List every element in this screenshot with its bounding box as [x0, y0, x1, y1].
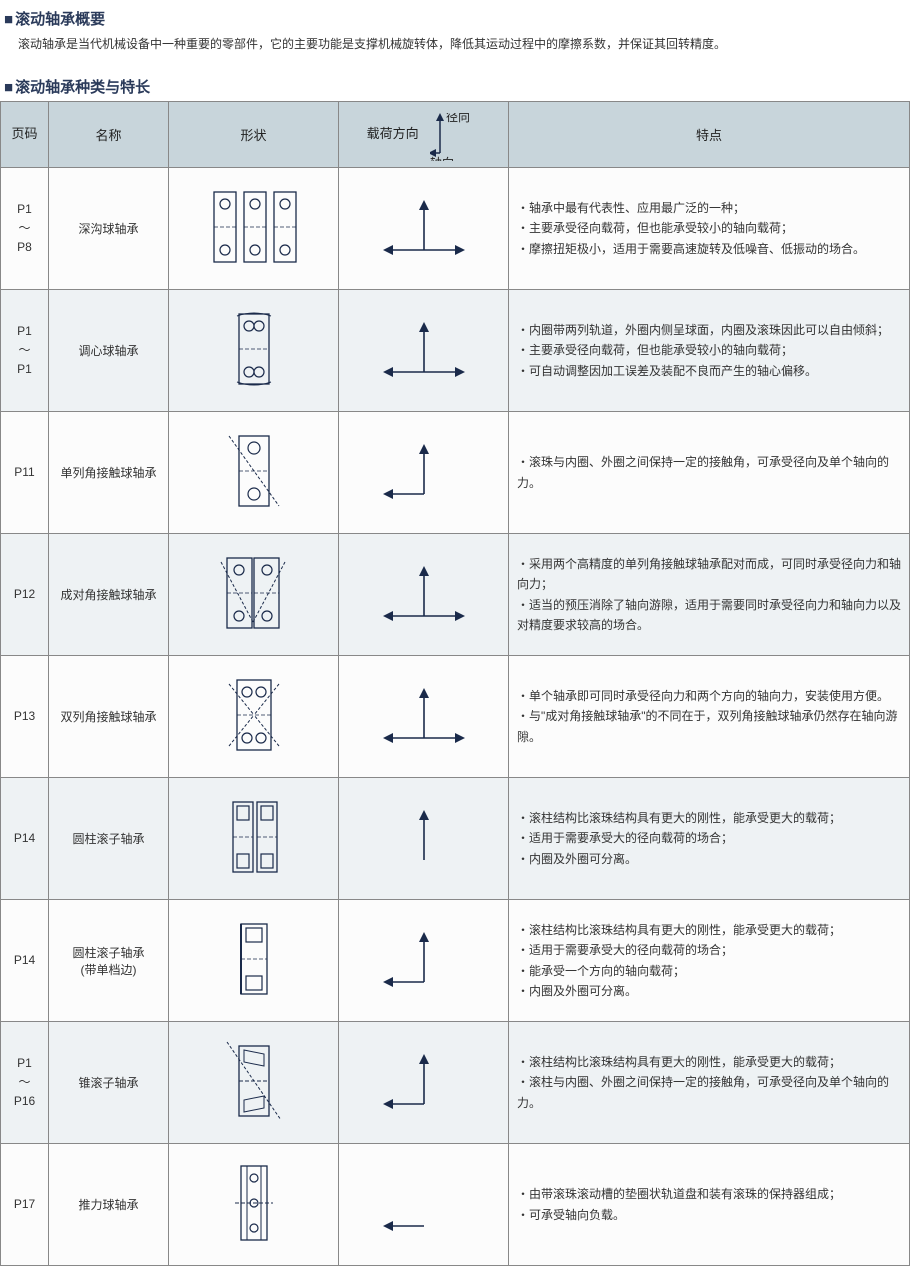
table-row: P14圆柱滚子轴承(带单档边) ・滚柱结构比滚珠结构具有更大的刚性，能承受更大的… — [1, 900, 910, 1022]
cell-features: ・滚柱结构比滚珠结构具有更大的刚性，能承受更大的载荷；・适用于需要承受大的径向载… — [509, 778, 910, 900]
cell-features: ・滚柱结构比滚珠结构具有更大的刚性，能承受更大的载荷；・滚柱与内圈、外圈之间保持… — [509, 1022, 910, 1144]
overview-title: 滚动轴承概要 — [0, 0, 910, 33]
cell-name: 深沟球轴承 — [49, 168, 169, 290]
cell-name: 调心球轴承 — [49, 290, 169, 412]
cell-shape — [169, 168, 339, 290]
table-row: P1～P16锥滚子轴承 ・滚柱结构比滚珠结构具有更大的刚性，能承受更大的载荷；・… — [1, 1022, 910, 1144]
cell-shape — [169, 534, 339, 656]
table-title: 滚动轴承种类与特长 — [0, 68, 910, 101]
table-row: P12成对角接触球轴承 ・采用两个高精度的单列角接触球轴承配对而成，可同时承受径… — [1, 534, 910, 656]
axis-legend-icon: 径向 轴向 — [430, 113, 480, 157]
header-page: 页码 — [1, 102, 49, 168]
cell-page: P14 — [1, 778, 49, 900]
cell-load — [339, 412, 509, 534]
cell-shape — [169, 778, 339, 900]
cell-load — [339, 900, 509, 1022]
cell-features: ・滚柱结构比滚珠结构具有更大的刚性，能承受更大的载荷；・适用于需要承受大的径向载… — [509, 900, 910, 1022]
cell-page: P14 — [1, 900, 49, 1022]
table-row: P14圆柱滚子轴承 ・滚柱结构比滚珠结构具有更大的刚性，能承受更大的载荷；・适用… — [1, 778, 910, 900]
cell-shape — [169, 656, 339, 778]
cell-name: 单列角接触球轴承 — [49, 412, 169, 534]
cell-name: 圆柱滚子轴承(带单档边) — [49, 900, 169, 1022]
cell-shape — [169, 1022, 339, 1144]
bearing-table: 页码 名称 形状 载荷方向 径向 轴向 特点 P1～P8深沟球轴承 — [0, 101, 910, 1266]
cell-page: P1～P1 — [1, 290, 49, 412]
header-load-label: 载荷方向 — [367, 123, 419, 142]
cell-features: ・采用两个高精度的单列角接触球轴承配对而成，可同时承受径向力和轴向力；・适当的预… — [509, 534, 910, 656]
cell-features: ・内圈带两列轨道，外圈内侧呈球面，内圈及滚珠因此可以自由倾斜；・主要承受径向载荷… — [509, 290, 910, 412]
cell-load — [339, 1022, 509, 1144]
cell-features: ・单个轴承即可同时承受径向力和两个方向的轴向力，安装使用方便。・与"成对角接触球… — [509, 656, 910, 778]
table-row: P17推力球轴承 ・由带滚珠滚动槽的垫圈状轨道盘和装有滚珠的保持器组成；・可承受… — [1, 1144, 910, 1266]
table-row: P11单列角接触球轴承 ・滚珠与内圈、外圈之间保持一定的接触角，可承受径向及单个… — [1, 412, 910, 534]
cell-name: 圆柱滚子轴承 — [49, 778, 169, 900]
header-name: 名称 — [49, 102, 169, 168]
header-features: 特点 — [509, 102, 910, 168]
table-header-row: 页码 名称 形状 载荷方向 径向 轴向 特点 — [1, 102, 910, 168]
header-shape: 形状 — [169, 102, 339, 168]
cell-name: 推力球轴承 — [49, 1144, 169, 1266]
cell-name: 锥滚子轴承 — [49, 1022, 169, 1144]
table-row: P13双列角接触球轴承 ・单个轴承即可同时承受径向力和两个方向的轴向力，安装使用… — [1, 656, 910, 778]
cell-load — [339, 534, 509, 656]
cell-page: P17 — [1, 1144, 49, 1266]
table-row: P1～P8深沟球轴承 ・轴承中最有代表性、应用最广泛的一种；・主要承受径向载荷，… — [1, 168, 910, 290]
cell-shape — [169, 412, 339, 534]
cell-name: 双列角接触球轴承 — [49, 656, 169, 778]
cell-load — [339, 168, 509, 290]
cell-load — [339, 290, 509, 412]
cell-features: ・轴承中最有代表性、应用最广泛的一种；・主要承受径向载荷，但也能承受较小的轴向载… — [509, 168, 910, 290]
cell-load — [339, 656, 509, 778]
overview-text: 滚动轴承是当代机械设备中一种重要的零部件，它的主要功能是支撑机械旋转体，降低其运… — [0, 33, 910, 68]
cell-features: ・由带滚珠滚动槽的垫圈状轨道盘和装有滚珠的保持器组成；・可承受轴向负载。 — [509, 1144, 910, 1266]
cell-page: P13 — [1, 656, 49, 778]
cell-load — [339, 1144, 509, 1266]
cell-page: P11 — [1, 412, 49, 534]
svg-text:径向: 径向 — [446, 113, 470, 124]
cell-shape — [169, 1144, 339, 1266]
cell-name: 成对角接触球轴承 — [49, 534, 169, 656]
cell-features: ・滚珠与内圈、外圈之间保持一定的接触角，可承受径向及单个轴向的力。 — [509, 412, 910, 534]
cell-page: P12 — [1, 534, 49, 656]
header-load: 载荷方向 径向 轴向 — [339, 102, 509, 168]
cell-shape — [169, 900, 339, 1022]
overview-section: 滚动轴承概要 滚动轴承是当代机械设备中一种重要的零部件，它的主要功能是支撑机械旋… — [0, 0, 910, 68]
svg-text:轴向: 轴向 — [430, 155, 454, 161]
cell-page: P1～P16 — [1, 1022, 49, 1144]
table-row: P1～P1调心球轴承 ・内圈带两列轨道，外圈内侧呈球面，内圈及滚珠因此可以自由倾… — [1, 290, 910, 412]
cell-load — [339, 778, 509, 900]
cell-page: P1～P8 — [1, 168, 49, 290]
cell-shape — [169, 290, 339, 412]
